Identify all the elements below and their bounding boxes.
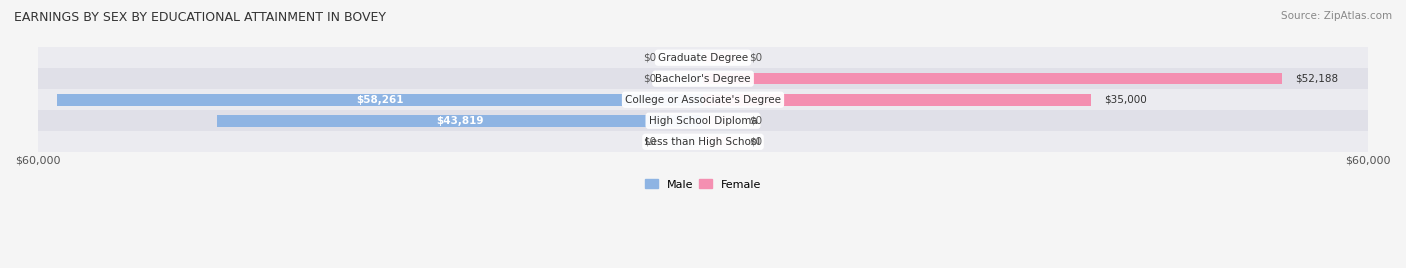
Text: $0: $0	[749, 137, 762, 147]
Legend: Male, Female: Male, Female	[640, 175, 766, 194]
Bar	[217, 115, 703, 126]
Text: $0: $0	[749, 53, 762, 63]
Text: $0: $0	[644, 137, 657, 147]
Bar	[38, 110, 1368, 131]
Text: Bachelor's Degree: Bachelor's Degree	[655, 74, 751, 84]
Text: $0: $0	[749, 116, 762, 126]
Text: Source: ZipAtlas.com: Source: ZipAtlas.com	[1281, 11, 1392, 21]
Bar	[38, 68, 1368, 89]
Bar	[703, 94, 1091, 106]
Bar	[669, 52, 703, 64]
Bar	[703, 115, 737, 126]
Bar	[703, 136, 737, 148]
Text: $0: $0	[644, 74, 657, 84]
Text: $0: $0	[644, 53, 657, 63]
Bar	[669, 73, 703, 84]
Bar	[38, 89, 1368, 110]
Text: College or Associate's Degree: College or Associate's Degree	[626, 95, 780, 105]
Bar	[58, 94, 703, 106]
Text: $43,819: $43,819	[436, 116, 484, 126]
Text: Less than High School: Less than High School	[645, 137, 761, 147]
Text: $52,188: $52,188	[1295, 74, 1339, 84]
Text: $35,000: $35,000	[1104, 95, 1147, 105]
Bar	[38, 47, 1368, 68]
Text: High School Diploma: High School Diploma	[648, 116, 758, 126]
Bar	[703, 52, 737, 64]
Text: Graduate Degree: Graduate Degree	[658, 53, 748, 63]
Text: $58,261: $58,261	[356, 95, 404, 105]
Text: EARNINGS BY SEX BY EDUCATIONAL ATTAINMENT IN BOVEY: EARNINGS BY SEX BY EDUCATIONAL ATTAINMEN…	[14, 11, 387, 24]
Bar	[669, 136, 703, 148]
Bar	[38, 131, 1368, 152]
Bar	[703, 73, 1282, 84]
